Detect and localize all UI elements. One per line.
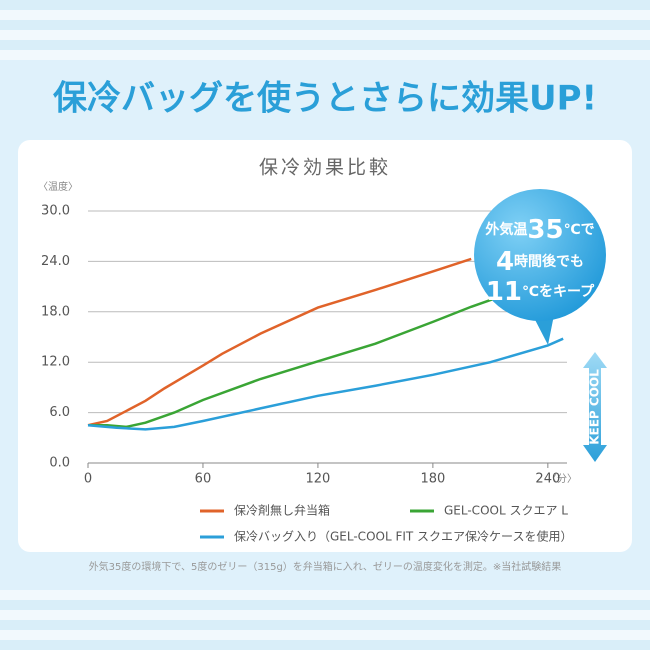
keep-cool: KEEP COOL — [583, 352, 607, 462]
callout-text: ℃で — [564, 222, 595, 238]
y-tick-label: 6.0 — [49, 405, 70, 420]
legend-label: 保冷バッグ入り（GEL-COOL FIT スクエア保冷ケースを使用） — [234, 529, 572, 544]
callout-text: ℃をキープ — [522, 284, 595, 300]
footnote: 外気35度の環境下で、5度のゼリー（315g）を弁当箱に入れ、ゼリーの温度変化を… — [89, 560, 562, 573]
stripes-bottom — [0, 590, 650, 650]
y-tick-label: 18.0 — [41, 304, 70, 319]
x-tick-label: 120 — [306, 472, 331, 487]
x-axis-label: 〈分〉 — [547, 473, 577, 485]
callout-text: 4 — [496, 247, 514, 277]
series-line — [87, 257, 472, 427]
callout-line: 外気温35℃で — [485, 215, 594, 245]
series-line — [87, 337, 564, 431]
callout-text: 35 — [527, 215, 563, 245]
y-axis-label: 〈温度〉 — [38, 180, 78, 193]
headline: 保冷バッグを使うとさらに効果UP! — [53, 79, 597, 119]
chart-title: 保冷効果比較 — [259, 157, 391, 179]
keep-cool-arrow — [583, 352, 607, 462]
callout-text: 外気温 — [485, 221, 527, 238]
y-tick-label: 24.0 — [41, 254, 70, 269]
legend-label: GEL-COOL スクエア L — [444, 504, 568, 518]
callout-text: 11 — [486, 277, 522, 307]
y-tick-label: 30.0 — [41, 204, 70, 219]
x-tick-label: 180 — [420, 472, 445, 487]
y-tick-label: 0.0 — [49, 456, 70, 471]
side-label: KEEP COOL — [588, 369, 602, 445]
legend-label: 保冷剤無し弁当箱 — [234, 503, 330, 518]
x-tick-label: 0 — [84, 472, 92, 487]
x-tick-label: 60 — [195, 472, 212, 487]
x-tick-label: 240 — [535, 472, 560, 487]
stripes-top — [0, 0, 650, 60]
callout-text: 時間後でも — [514, 253, 584, 270]
callout-line: 4時間後でも — [496, 247, 584, 277]
callout-bubble — [474, 189, 606, 321]
y-tick-label: 12.0 — [41, 355, 70, 370]
callout-line: 11℃をキープ — [486, 277, 595, 307]
series-line — [88, 295, 501, 429]
